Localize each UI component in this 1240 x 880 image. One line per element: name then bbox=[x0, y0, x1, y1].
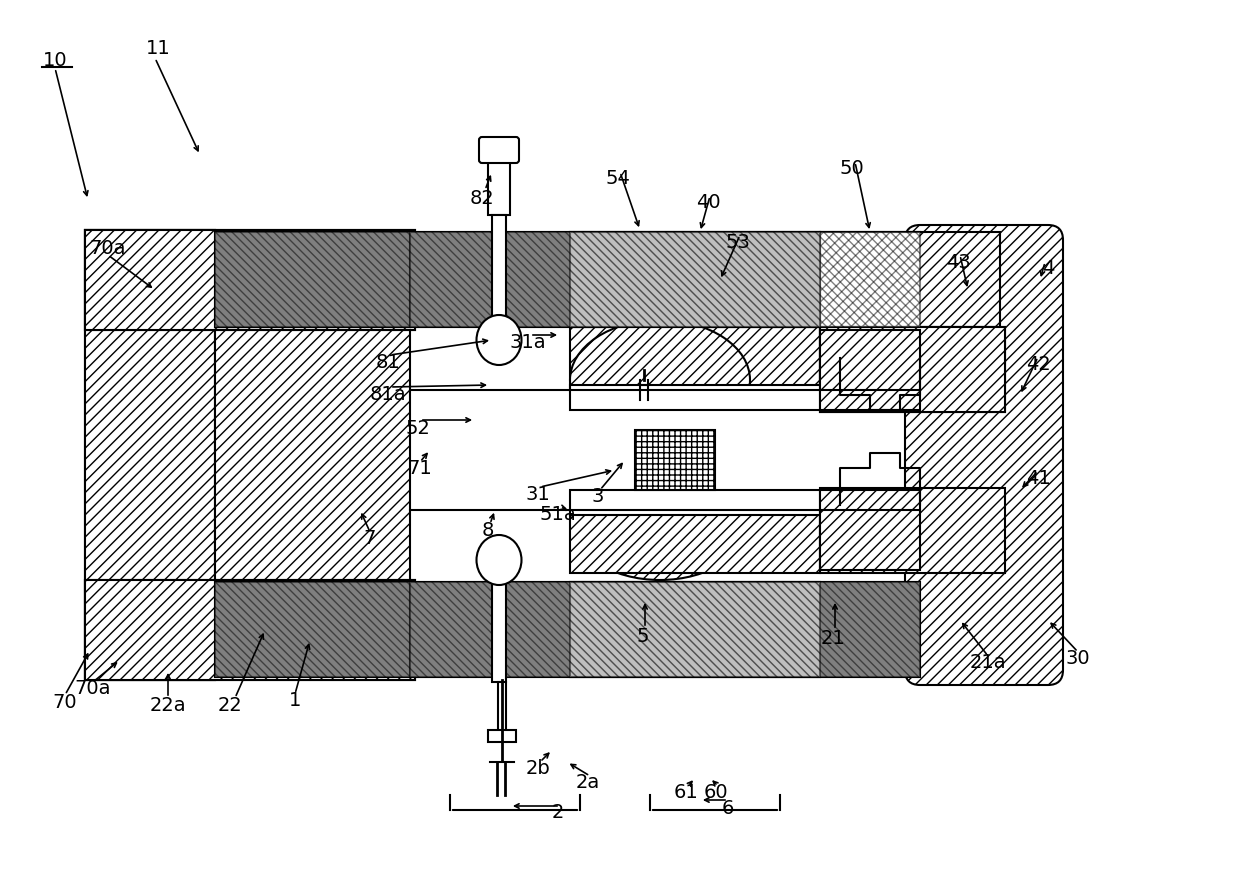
Text: 21: 21 bbox=[821, 628, 846, 648]
Bar bbox=[86, 230, 215, 680]
Bar bbox=[215, 232, 410, 327]
Bar bbox=[820, 488, 1004, 573]
Text: 51a: 51a bbox=[539, 504, 577, 524]
Text: 71: 71 bbox=[408, 458, 433, 478]
Text: 61: 61 bbox=[673, 782, 698, 802]
Text: 53: 53 bbox=[725, 232, 750, 252]
Bar bbox=[820, 327, 1004, 412]
Bar bbox=[820, 327, 1004, 412]
Bar bbox=[410, 582, 920, 677]
Bar bbox=[215, 232, 410, 327]
Text: 70: 70 bbox=[52, 693, 77, 712]
Bar bbox=[820, 330, 920, 410]
Bar bbox=[635, 430, 715, 490]
Text: 70a: 70a bbox=[74, 678, 112, 698]
Text: 2b: 2b bbox=[526, 759, 551, 778]
Bar bbox=[410, 232, 920, 327]
Bar bbox=[489, 730, 516, 742]
FancyBboxPatch shape bbox=[905, 225, 1063, 685]
Wedge shape bbox=[570, 300, 750, 480]
Text: 82: 82 bbox=[470, 188, 495, 208]
Bar bbox=[86, 230, 415, 330]
Bar bbox=[570, 513, 820, 573]
Bar bbox=[820, 232, 999, 327]
Text: 7: 7 bbox=[363, 529, 376, 547]
Ellipse shape bbox=[476, 315, 522, 365]
Text: 2a: 2a bbox=[575, 773, 600, 791]
Bar bbox=[570, 232, 820, 327]
Ellipse shape bbox=[476, 535, 522, 585]
Bar bbox=[215, 582, 410, 677]
Bar bbox=[920, 250, 1050, 650]
Text: 41: 41 bbox=[1025, 468, 1050, 488]
Text: 52: 52 bbox=[405, 419, 430, 437]
Text: 42: 42 bbox=[1025, 355, 1050, 373]
Ellipse shape bbox=[570, 320, 750, 440]
FancyBboxPatch shape bbox=[479, 137, 520, 163]
Text: 5: 5 bbox=[637, 627, 650, 646]
Text: 81a: 81a bbox=[370, 385, 407, 404]
Bar bbox=[410, 232, 920, 327]
Text: 22a: 22a bbox=[150, 695, 186, 715]
Text: 21a: 21a bbox=[970, 652, 1007, 671]
Text: 81: 81 bbox=[376, 353, 401, 371]
Text: 50: 50 bbox=[839, 158, 864, 178]
Bar bbox=[489, 155, 510, 215]
Bar bbox=[492, 215, 506, 335]
Text: 60: 60 bbox=[703, 782, 728, 802]
Text: 1: 1 bbox=[289, 691, 301, 709]
Bar bbox=[215, 582, 410, 677]
Text: 6: 6 bbox=[722, 798, 734, 818]
Text: 40: 40 bbox=[696, 193, 720, 211]
Text: 4: 4 bbox=[1042, 259, 1054, 277]
Bar bbox=[498, 682, 506, 737]
Ellipse shape bbox=[570, 460, 750, 580]
Bar bbox=[570, 582, 820, 677]
Text: 22: 22 bbox=[218, 695, 242, 715]
Bar bbox=[86, 230, 215, 680]
Text: 54: 54 bbox=[605, 168, 630, 187]
Bar bbox=[920, 232, 1050, 677]
Text: 43: 43 bbox=[946, 253, 971, 272]
Text: 3: 3 bbox=[591, 487, 604, 505]
Bar bbox=[820, 490, 920, 570]
Text: 70a: 70a bbox=[89, 238, 126, 258]
Bar bbox=[86, 580, 415, 680]
Text: 30: 30 bbox=[1065, 649, 1090, 668]
Bar bbox=[570, 327, 820, 387]
Bar bbox=[215, 330, 410, 580]
Bar bbox=[410, 582, 920, 677]
Bar bbox=[570, 385, 820, 515]
Bar bbox=[570, 232, 820, 327]
Text: 10: 10 bbox=[42, 50, 67, 70]
Text: 11: 11 bbox=[145, 39, 170, 57]
Bar bbox=[570, 582, 820, 677]
Text: 8: 8 bbox=[482, 520, 495, 539]
Bar bbox=[570, 385, 820, 410]
Text: 31: 31 bbox=[526, 485, 551, 503]
Text: 31a: 31a bbox=[510, 333, 547, 351]
Bar bbox=[492, 562, 506, 682]
Bar bbox=[570, 490, 820, 515]
Bar bbox=[86, 230, 415, 330]
Bar bbox=[86, 580, 415, 680]
Text: 2: 2 bbox=[552, 803, 564, 822]
